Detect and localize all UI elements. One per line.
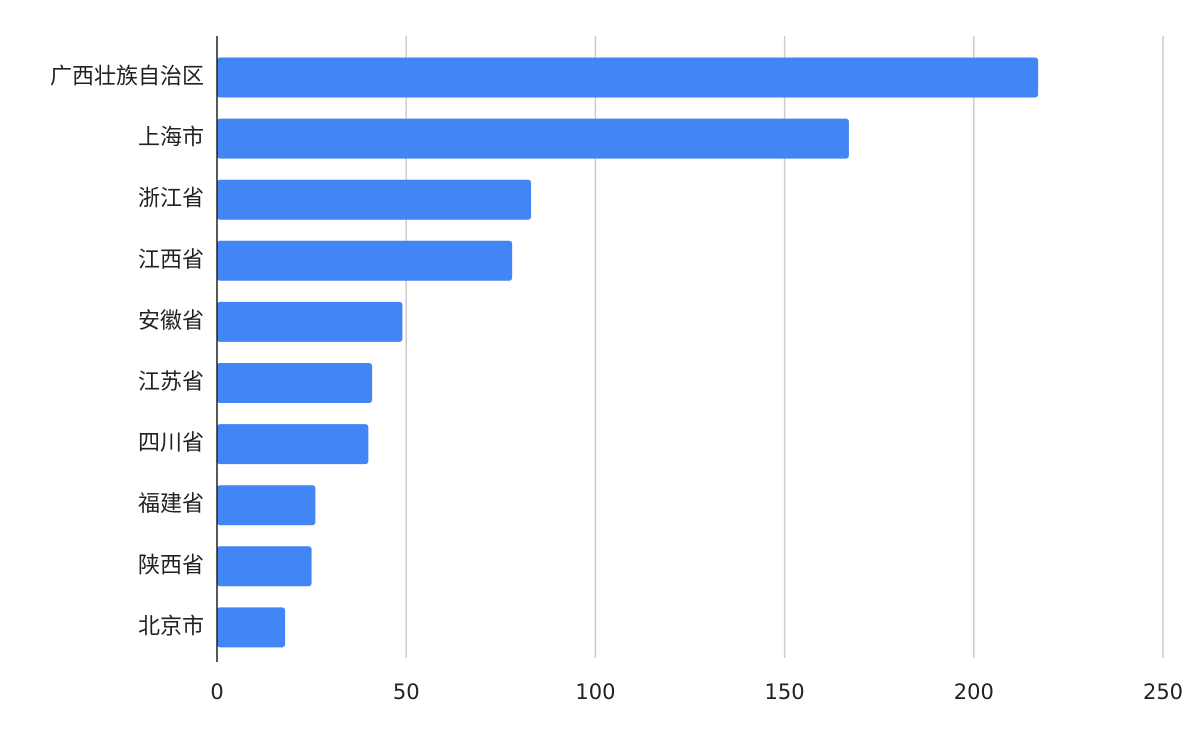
category-label: 安徽省 <box>138 309 204 334</box>
category-label: 江西省 <box>138 248 204 273</box>
x-tick-label: 250 <box>1143 680 1183 704</box>
bar <box>217 485 316 526</box>
x-tick-label: 50 <box>393 680 420 704</box>
category-label: 北京市 <box>138 614 204 639</box>
bar <box>217 118 849 159</box>
category-label: 上海市 <box>138 126 204 151</box>
bar <box>217 363 373 403</box>
bar <box>217 179 532 220</box>
x-tick-label: 200 <box>954 680 994 704</box>
category-label: 广西壮族自治区 <box>50 65 204 90</box>
bar <box>217 240 513 281</box>
x-tick-label: 150 <box>765 680 805 704</box>
x-tick-labels: 0 50 100 150 200 250 <box>210 680 1183 704</box>
bar <box>217 546 312 587</box>
category-label: 浙江省 <box>138 187 204 212</box>
bar <box>217 57 1039 98</box>
category-label: 陕西省 <box>138 553 204 578</box>
x-tick-label: 0 <box>210 680 223 704</box>
bar <box>217 301 403 342</box>
x-tick-label: 100 <box>575 680 615 704</box>
category-label: 四川省 <box>138 431 204 456</box>
bars <box>217 57 1039 648</box>
bar <box>217 424 369 465</box>
category-label: 福建省 <box>138 492 204 517</box>
category-label: 江苏省 <box>138 370 204 395</box>
bar <box>217 607 286 648</box>
